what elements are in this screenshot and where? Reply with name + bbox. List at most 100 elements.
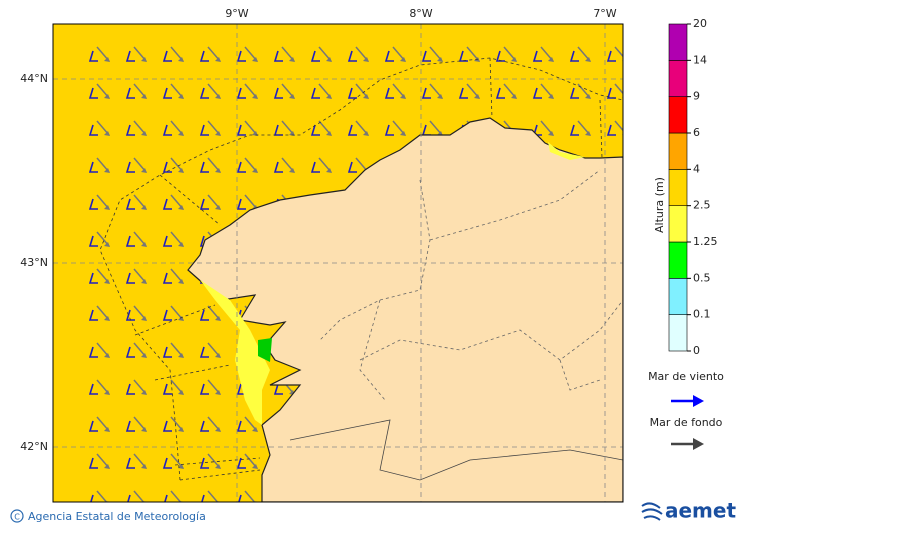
swell-head (104, 242, 110, 247)
wind-arrow (199, 420, 209, 432)
wind-arrow (495, 87, 505, 99)
lon-label: 8°W (409, 7, 432, 20)
swell-head (178, 242, 184, 247)
land (187, 117, 623, 502)
colorbar-tick-label: 6 (693, 126, 700, 139)
wind-arrow (162, 346, 172, 358)
wind-arrow (236, 383, 246, 395)
copyright-c: C (14, 513, 20, 522)
wind-arrow (347, 124, 357, 136)
swell-head (104, 131, 110, 136)
wind-arrow (421, 87, 431, 99)
swell-head (104, 94, 110, 99)
wind-arrow (273, 161, 283, 173)
colorbar-segment (668, 23, 688, 61)
swell-head (289, 57, 295, 62)
colorbar-tick-label: 0.5 (693, 271, 711, 284)
wind-arrow (495, 50, 505, 62)
colorbar-tick-label: 9 (693, 90, 700, 103)
swell-head (104, 205, 110, 210)
wind-arrow (125, 235, 135, 247)
wind-arrow (532, 87, 542, 99)
swell-head (141, 242, 147, 247)
wind-arrow (90, 494, 94, 502)
wind-arrow (273, 87, 283, 99)
wind-arrow (236, 457, 246, 469)
wind-arrow (162, 309, 172, 321)
colorbar: 0 0.1 0.5 1.25 2.5 4 6 9 14 20 (668, 17, 718, 357)
wind-arrow (384, 124, 394, 136)
wind-arrow (310, 50, 320, 62)
wind-arrow (162, 235, 172, 247)
swell-arrow (614, 120, 623, 132)
swell-head (141, 427, 147, 432)
swell-head (215, 168, 221, 173)
swell-arrow (614, 83, 623, 95)
swell-head (141, 131, 147, 136)
copyright-icon (10, 509, 24, 523)
swell-head (178, 353, 184, 358)
swell-arrow (133, 490, 145, 502)
wind-arrow (125, 346, 135, 358)
swell-head (289, 168, 295, 173)
swell-head (104, 279, 110, 284)
wind-arrow (273, 50, 283, 62)
swell-head (104, 427, 110, 432)
wind-arrow (310, 87, 320, 99)
wind-arrow (125, 457, 135, 469)
swell-head (548, 94, 554, 99)
wind-arrow (88, 457, 98, 469)
wind-arrow (162, 124, 172, 136)
wind-arrow (347, 50, 357, 62)
wind-arrow (162, 383, 172, 395)
wind-arrow (125, 198, 135, 210)
swell-head (215, 205, 221, 210)
map-frame (52, 23, 624, 503)
wind-arrow (236, 124, 246, 136)
lat-label: 43°N (20, 256, 48, 269)
swell-head (215, 94, 221, 99)
wind-arrow (273, 383, 283, 395)
colorbar-tick-label: 1.25 (693, 235, 718, 248)
swell-head (400, 94, 406, 99)
wind-arrow (125, 87, 135, 99)
swell-head (326, 168, 332, 173)
wind-arrow (384, 50, 394, 62)
wind-arrow (125, 309, 135, 321)
wind-arrow (199, 309, 209, 321)
swell-head (252, 94, 258, 99)
swell-arrow (207, 490, 219, 502)
wind-arrow (199, 198, 209, 210)
wind-arrow (458, 87, 468, 99)
wind-arrow (199, 124, 209, 136)
wind-arrow (236, 420, 246, 432)
wind-arrow (88, 124, 98, 136)
maritime-zones (99, 57, 623, 481)
colorbar-tick-label: 20 (693, 17, 707, 30)
wind-arrow (201, 494, 205, 502)
swell-head (178, 279, 184, 284)
wind-arrow (125, 383, 135, 395)
wind-arrow (569, 124, 579, 136)
wind-arrow (125, 272, 135, 284)
swell-head (141, 57, 147, 62)
swell-head (326, 131, 332, 136)
swell-head (289, 94, 295, 99)
wind-arrow (236, 161, 246, 173)
wind-arrow (125, 420, 135, 432)
swell-head (141, 353, 147, 358)
swell-arrow (96, 490, 108, 502)
legend-arrow-head (693, 438, 704, 450)
swell-head (178, 205, 184, 210)
swell-head (104, 316, 110, 321)
colorbar-segment (668, 132, 688, 170)
swell-head (215, 390, 221, 395)
wind-arrow (125, 50, 135, 62)
swell-head (511, 94, 517, 99)
swell-head (141, 390, 147, 395)
wind-arrow (199, 161, 209, 173)
wind-arrow (162, 161, 172, 173)
swell-head (400, 57, 406, 62)
wind-arrow (199, 457, 209, 469)
footer: Agencia Estatal de Meteorología (28, 510, 206, 523)
